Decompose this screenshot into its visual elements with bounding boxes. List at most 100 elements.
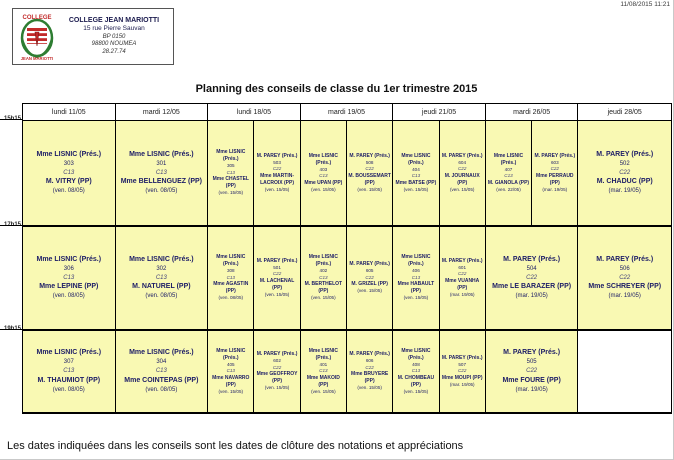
row-tick (0, 329, 22, 330)
svg-text:JEAN MARIOTTI: JEAN MARIOTTI (21, 56, 54, 61)
council-cell: Mme LISNIC (Prés.) 401 C13 Mme MAKOID (PP)(… (300, 331, 394, 414)
main-teacher: M. VITRY (PP) (45, 178, 92, 186)
class-number: 404 (412, 166, 420, 172)
letterhead-box: COLLEGE JEAN MARIOTTI COLLEGE JEAN MARIO… (12, 8, 174, 65)
council-entry: M. PAREY (Prés.) 502 C22 M. CHADUC (PP) (mar… (578, 121, 671, 225)
svg-text:COLLEGE: COLLEGE (22, 15, 51, 21)
footer-note: Les dates indiquées dans les conseils so… (7, 440, 464, 452)
room: C13 (226, 368, 235, 374)
class-number: 501 (273, 264, 281, 270)
closure-date: (mar. 19/05) (608, 293, 641, 300)
school-address: 15 rue Pierre Sauvan (83, 25, 145, 33)
council-cell: Mme LISNIC (Prés.) 302 C13 M. NATUREL (PP) (… (115, 227, 209, 331)
class-number: 401 (319, 361, 328, 367)
council-entry: Mme LISNIC (Prés.) 301 C13 Mme BELLENGUEZ (… (116, 121, 208, 225)
class-number: 601 (458, 264, 467, 270)
president: Mme LISNIC (Prés.) (216, 347, 246, 361)
room: C13 (504, 173, 513, 179)
president: M. PAREY (Prés.) (441, 152, 483, 159)
main-teacher: M. CHOMBEAU (PP) (397, 374, 435, 388)
class-number: 604 (458, 159, 467, 165)
council-cell: Mme LISNIC (Prés.) 407 C13 M. GIANOLA (PP)(… (485, 121, 579, 227)
room: C22 (365, 166, 374, 172)
council-cell: Mme LISNIC (Prés.) 402 C13 M. BERTHELOT (PP… (300, 227, 394, 331)
class-number: 508 (365, 159, 374, 165)
class-number: 504 (526, 265, 537, 272)
room: C22 (272, 271, 282, 277)
president: M. PAREY (Prés.) (441, 257, 483, 264)
council-entry: Mme LISNIC (Prés.) 408 C13 M. CHOMBEAU (PP)… (393, 331, 438, 412)
closure-date: (ven. 15/05) (218, 190, 244, 196)
closure-date: (ven. 08/05) (145, 293, 178, 300)
college-logo-icon: COLLEGE JEAN MARIOTTI (21, 15, 54, 61)
room: C22 (526, 368, 538, 375)
council-cell: M. PAREY (Prés.) 505 C22 Mme FOURE (PP) (mar… (485, 331, 579, 414)
main-teacher: M. CHADUC (PP) (596, 178, 653, 186)
room: C13 (155, 274, 167, 281)
president: Mme LISNIC (Prés.) (129, 349, 194, 357)
main-teacher: Mme BELLENGUEZ (PP) (120, 178, 202, 186)
president: M. PAREY (Prés.) (596, 255, 654, 263)
closure-date: (mar. 19/05) (542, 186, 568, 192)
main-teacher: Mme VUANHA (PP) (445, 277, 480, 291)
council-entry: Mme LISNIC (Prés.) 308 C13 Mme AGASTIN (PP)… (208, 227, 253, 329)
closure-date: (ven. 15/05) (218, 388, 244, 394)
council-entry: Mme LISNIC (Prés.) 404 C13 Mme BATSE (PP) (v… (393, 121, 438, 225)
president: Mme LISNIC (Prés.) (216, 254, 246, 268)
room: C13 (63, 368, 75, 375)
room: C13 (411, 173, 421, 179)
school-phone: 28.27.74 (102, 49, 126, 56)
closure-date: (ven. 15/05) (264, 291, 290, 297)
council-entry: M. PAREY (Prés.) 506 C22 Mme SCHREYER (PP) (… (578, 227, 671, 329)
council-cell: Mme LISNIC (Prés.) 404 C13 Mme BATSE (PP) (v… (393, 121, 486, 227)
day-header: lundi 18/05 (208, 104, 301, 121)
room: C22 (365, 364, 374, 370)
council-cell: M. PAREY (Prés.) 502 C22 M. CHADUC (PP) (mar… (578, 121, 671, 227)
main-teacher: Mme NAVARRO (PP) (212, 374, 250, 388)
president: M. PAREY (Prés.) (441, 354, 483, 361)
main-teacher: Mme CHASTEL (PP) (212, 176, 249, 190)
closure-date: (ven. 15/05) (311, 295, 336, 301)
room: C22 (457, 166, 467, 172)
main-teacher: Mme MAKOID (PP) (306, 374, 340, 388)
main-teacher: Mme HABAULT (PP) (397, 281, 435, 295)
president: M. PAREY (Prés.) (349, 152, 390, 159)
president: Mme LISNIC (Prés.) (36, 349, 102, 357)
president: Mme LISNIC (Prés.) (308, 152, 338, 166)
president: Mme LISNIC (Prés.) (401, 254, 431, 268)
council-cell: Mme LISNIC (Prés.) 303 C13 M. VITRY (PP) (ve… (23, 121, 116, 227)
main-teacher: Mme LE BARAZER (PP) (492, 283, 572, 291)
class-number: 308 (226, 268, 235, 274)
main-teacher: M. LACHENAL (PP) (259, 277, 295, 291)
closure-date: (mar. 19/05) (608, 188, 641, 195)
president: Mme LISNIC (Prés.) (401, 347, 431, 361)
council-entry: M. PAREY (Prés.) 603 C22 Mme PERRAUD (PP) (m… (531, 121, 577, 225)
room: C22 (619, 169, 631, 176)
main-teacher: Mme COINTEPAS (PP) (124, 376, 199, 384)
closure-date: (ven. 15/05) (449, 186, 475, 192)
closure-date: (ven. 15/05) (403, 388, 429, 394)
president: M. PAREY (Prés.) (256, 152, 298, 159)
council-entry: Mme LISNIC (Prés.) 306 C13 Mme LEPINE (PP) (… (23, 227, 115, 329)
main-teacher: Mme BATSE (PP) (395, 179, 437, 186)
day-header: mardi 26/05 (485, 104, 579, 121)
president: Mme LISNIC (Prés.) (129, 255, 194, 263)
main-teacher: M. BOUSSEMART (PP) (348, 172, 391, 186)
room: C13 (226, 169, 235, 175)
president: Mme LISNIC (Prés.) (308, 254, 338, 268)
room: C22 (457, 271, 467, 277)
class-number: 502 (619, 160, 630, 167)
room: C13 (63, 274, 75, 281)
room: C13 (155, 169, 167, 176)
class-number: 503 (273, 159, 281, 165)
president: M. PAREY (Prés.) (596, 150, 654, 158)
council-entry: Mme LISNIC (Prés.) 405 C13 Mme NAVARRO (PP)… (208, 331, 253, 412)
council-entry: Mme LISNIC (Prés.) 302 C13 M. NATUREL (PP) (… (116, 227, 208, 329)
closure-date: (mar. 19/05) (515, 293, 548, 300)
class-number: 405 (226, 361, 235, 367)
council-entry: M. PAREY (Prés.) 505 C22 Mme FOURE (PP) (mar… (486, 331, 578, 412)
president: M. PAREY (Prés.) (256, 257, 298, 264)
main-teacher: M. JOURNAUX (PP) (444, 172, 480, 186)
